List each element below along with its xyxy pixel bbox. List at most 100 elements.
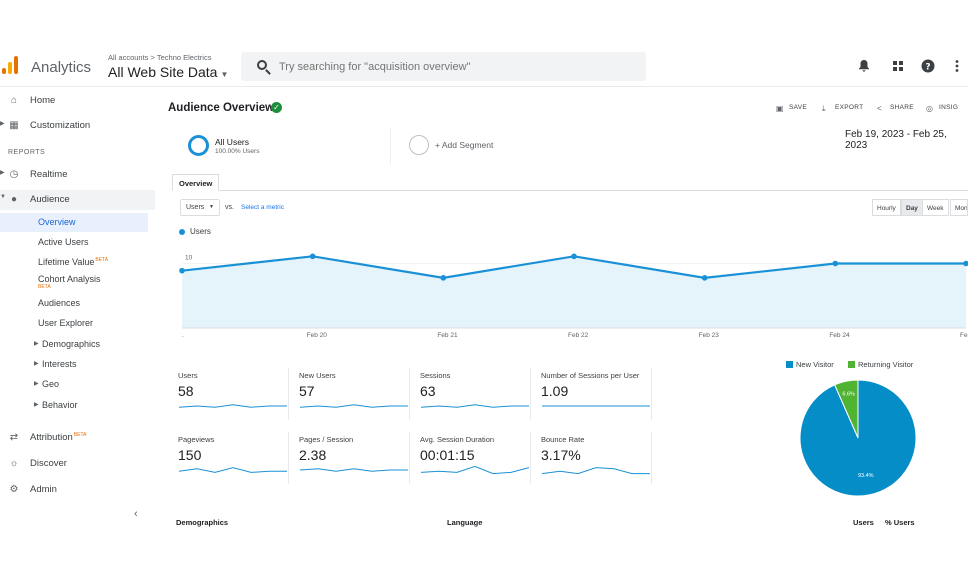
sparkline-path (420, 404, 529, 408)
kpi-card[interactable]: Sessions 63 (410, 368, 529, 414)
save-button[interactable]: ▣ SAVE (776, 104, 807, 113)
kpi-card[interactable]: Pageviews 150 (168, 432, 287, 478)
sidebar-item-lifetime-value[interactable]: Lifetime ValueBETA (0, 253, 148, 272)
kpi-card[interactable]: Number of Sessions per User 1.09 (531, 368, 650, 414)
vs-label: vs. (225, 204, 234, 211)
analytics-logo-icon[interactable] (2, 56, 20, 74)
visitor-pie-chart[interactable]: 6.6% 93.4% (798, 378, 918, 498)
sidebar-item-customization[interactable]: ▶ ▦ Customization (0, 116, 150, 136)
tab-overview[interactable]: Overview (172, 174, 220, 191)
kpi-card[interactable]: Users 58 (168, 368, 287, 414)
add-segment-circle-icon[interactable] (409, 135, 429, 155)
granularity-day[interactable]: Day (901, 199, 923, 216)
kpi-value: 2.38 (299, 447, 327, 463)
export-label: EXPORT (835, 104, 864, 111)
sidebar-item-label: Geo (42, 379, 60, 389)
sparkline-path (420, 465, 530, 475)
select-metric-link[interactable]: Select a metric (241, 204, 284, 211)
chevron-down-icon: ▼ (220, 70, 229, 79)
sidebar-item-label: Admin (30, 484, 57, 495)
sidebar-item-label: Active Users (38, 237, 89, 247)
collapse-sidebar-icon[interactable]: ‹ (134, 508, 138, 520)
kpi-sparkline (541, 467, 650, 475)
kpi-value: 57 (299, 383, 315, 399)
collapse-arrow-icon: ▼ (0, 194, 6, 200)
sidebar-item-demographics[interactable]: ▶ Demographics (0, 335, 148, 354)
sidebar-item-user-explorer[interactable]: User Explorer (0, 314, 148, 333)
breadcrumb[interactable]: All accounts > Techno Electrics (108, 53, 212, 62)
sidebar-item-realtime[interactable]: ▶ ◷ Realtime (0, 165, 150, 185)
top-bar: Analytics All accounts > Techno Electric… (0, 47, 968, 87)
data-point[interactable] (309, 253, 316, 260)
data-point[interactable] (440, 275, 447, 281)
sidebar-item-label: Attribution (30, 432, 73, 444)
segment-all-users[interactable]: All Users 100.00% Users (181, 128, 391, 165)
beta-badge: BETA (95, 257, 109, 263)
more-vert-icon[interactable] (950, 59, 964, 73)
kpi-card[interactable]: New Users 57 (289, 368, 408, 414)
property-selector[interactable]: All Web Site Data ▼ (108, 64, 228, 80)
sidebar-item-admin[interactable]: ⚙ Admin (0, 480, 150, 500)
sidebar-item-cohort-analysis[interactable]: Cohort Analysis BETA (0, 272, 148, 294)
kpi-sparkline (299, 468, 408, 472)
metric-dropdown[interactable]: Users ▼ (180, 199, 220, 216)
property-name: All Web Site Data (108, 64, 218, 80)
attribution-icon: ⇄ (9, 432, 19, 443)
search-input[interactable] (279, 58, 639, 75)
data-point[interactable] (963, 260, 968, 267)
sidebar-item-home[interactable]: ⌂ Home (0, 91, 150, 111)
kpi-card[interactable]: Avg. Session Duration 00:01:15 (410, 432, 530, 478)
sidebar-item-attribution[interactable]: ⇄ AttributionBETA (0, 428, 150, 448)
kpi-value: 00:01:15 (420, 447, 475, 463)
data-point[interactable] (179, 267, 185, 274)
help-icon[interactable]: ? (921, 59, 935, 73)
app-name: Analytics (31, 59, 92, 76)
sidebar-item-label: Home (30, 95, 56, 106)
export-button[interactable]: ⤓ EXPORT (822, 104, 863, 113)
download-icon: ⤓ (822, 104, 826, 113)
segment-name: All Users (215, 137, 250, 147)
chevron-down-icon: ▼ (209, 204, 214, 210)
insights-button[interactable]: ◎ INSIG (926, 104, 958, 113)
gear-icon: ⚙ (9, 484, 19, 495)
kpi-value: 58 (178, 383, 194, 399)
granularity-week[interactable]: Week (922, 199, 949, 216)
language-heading: Language (447, 518, 483, 527)
page-title: Audience Overview (168, 102, 275, 114)
granularity-hourly[interactable]: Hourly (872, 199, 901, 216)
home-icon: ⌂ (10, 95, 18, 106)
sidebar-item-overview[interactable]: Overview (0, 213, 148, 232)
share-button[interactable]: < SHARE (877, 104, 914, 113)
sidebar-item-active-users[interactable]: Active Users (0, 233, 148, 252)
bell-icon[interactable] (857, 59, 871, 73)
granularity-month[interactable]: Mon (950, 199, 968, 216)
expand-arrow-icon: ▶ (34, 341, 39, 347)
legend-label-users: Users (190, 227, 211, 236)
sidebar-item-label: User Explorer (38, 318, 94, 328)
sidebar-item-interests[interactable]: ▶ Interests (0, 355, 148, 374)
sparkline-path (178, 404, 287, 408)
search-bar[interactable] (241, 52, 646, 81)
sidebar-item-audience[interactable]: ▼ ● Audience (0, 190, 155, 210)
kpi-sparkline (420, 465, 530, 475)
kpi-card[interactable]: Pages / Session 2.38 (289, 432, 408, 478)
kpi-divider (409, 368, 410, 420)
save-icon: ▣ (776, 104, 784, 113)
date-range-picker[interactable]: Feb 19, 2023 - Feb 25, 2023 (845, 129, 947, 151)
data-point[interactable] (571, 253, 577, 260)
sidebar-item-discover[interactable]: ☼ Discover (0, 454, 150, 474)
data-point[interactable] (701, 275, 708, 281)
sidebar-item-label: Discover (30, 458, 67, 469)
sidebar-item-audiences[interactable]: Audiences (0, 294, 148, 313)
share-icon: < (877, 104, 882, 113)
data-point[interactable] (832, 260, 839, 267)
sidebar-item-geo[interactable]: ▶ Geo (0, 375, 148, 394)
kpi-card[interactable]: Bounce Rate 3.17% (531, 432, 650, 478)
apps-icon[interactable] (891, 59, 905, 73)
x-tick-label: Feb 22 (568, 332, 589, 339)
x-tick-label: Feb 20 (307, 332, 328, 339)
add-segment-button[interactable]: + Add Segment (435, 140, 494, 150)
sidebar-item-behavior[interactable]: ▶ Behavior (0, 396, 148, 415)
pie-slice[interactable] (799, 379, 917, 497)
